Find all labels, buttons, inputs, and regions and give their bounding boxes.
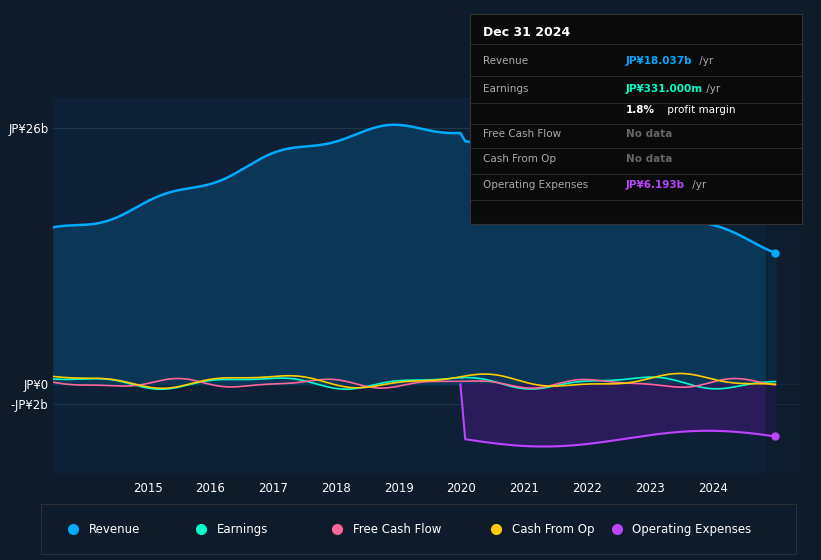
Bar	[766, 98, 800, 473]
Text: Earnings: Earnings	[483, 83, 529, 94]
Text: No data: No data	[626, 129, 672, 139]
Text: Operating Expenses: Operating Expenses	[632, 522, 752, 536]
Text: Cash From Op: Cash From Op	[511, 522, 594, 536]
Text: profit margin: profit margin	[664, 105, 736, 115]
Text: Free Cash Flow: Free Cash Flow	[353, 522, 442, 536]
Text: JP¥18.037b: JP¥18.037b	[626, 56, 693, 66]
Text: Cash From Op: Cash From Op	[483, 154, 556, 164]
Text: /yr: /yr	[689, 180, 706, 190]
Text: 1.8%: 1.8%	[626, 105, 655, 115]
Text: /yr: /yr	[703, 83, 720, 94]
Text: JP¥6.193b: JP¥6.193b	[626, 180, 685, 190]
Text: Revenue: Revenue	[483, 56, 528, 66]
Text: JP¥331.000m: JP¥331.000m	[626, 83, 703, 94]
Text: /yr: /yr	[695, 56, 713, 66]
Text: Earnings: Earnings	[217, 522, 268, 536]
Text: Free Cash Flow: Free Cash Flow	[483, 129, 561, 139]
Text: Dec 31 2024: Dec 31 2024	[483, 26, 570, 39]
Text: Operating Expenses: Operating Expenses	[483, 180, 588, 190]
Text: No data: No data	[626, 154, 672, 164]
Text: Revenue: Revenue	[89, 522, 140, 536]
